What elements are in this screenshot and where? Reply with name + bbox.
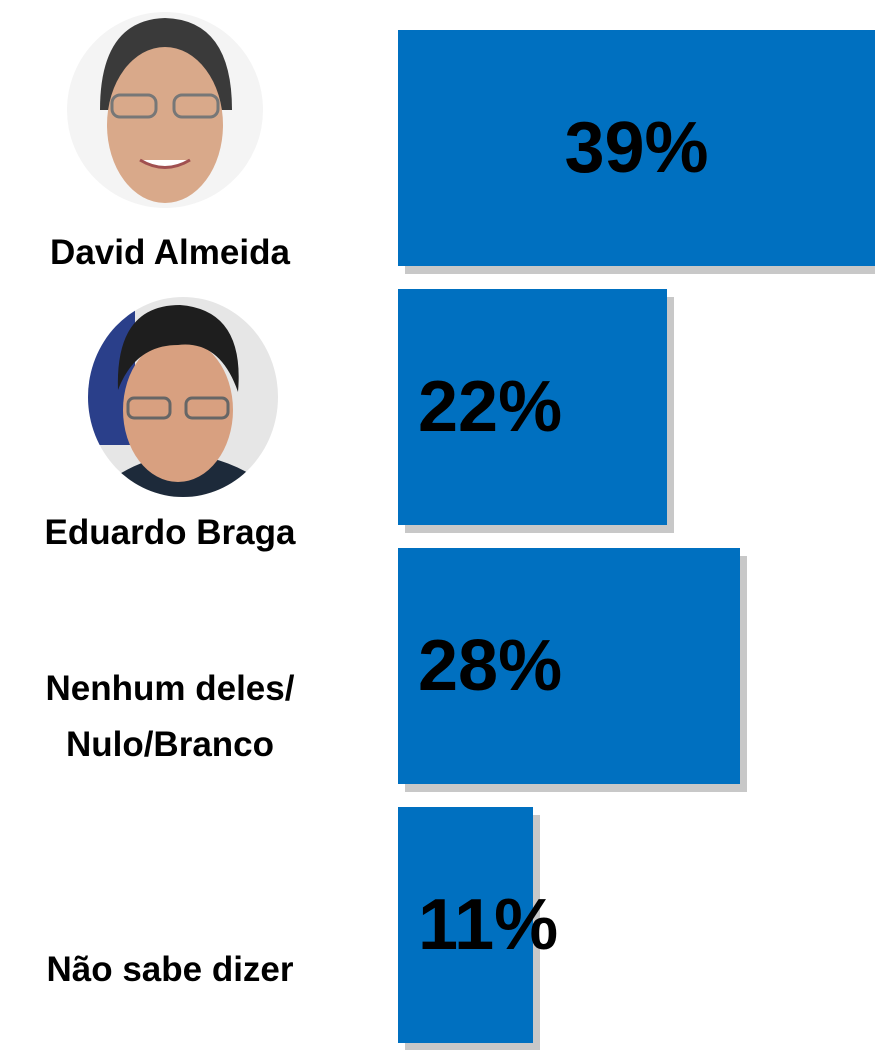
category-label: Nenhum deles/ Nulo/Branco: [5, 661, 335, 773]
value-label: 11%: [418, 885, 558, 965]
value-label: 28%: [418, 626, 562, 706]
value-label: 39%: [564, 108, 708, 188]
chart: David Almeida 39% Eduardo Braga 22% Nenhum d…: [0, 0, 875, 1050]
category-label: Eduardo Braga: [5, 505, 335, 561]
value-label: 22%: [418, 367, 562, 447]
category-label: David Almeida: [5, 225, 335, 281]
photo: [85, 295, 285, 500]
category-label: Não sabe dizer: [5, 942, 335, 998]
photo: [67, 12, 263, 208]
